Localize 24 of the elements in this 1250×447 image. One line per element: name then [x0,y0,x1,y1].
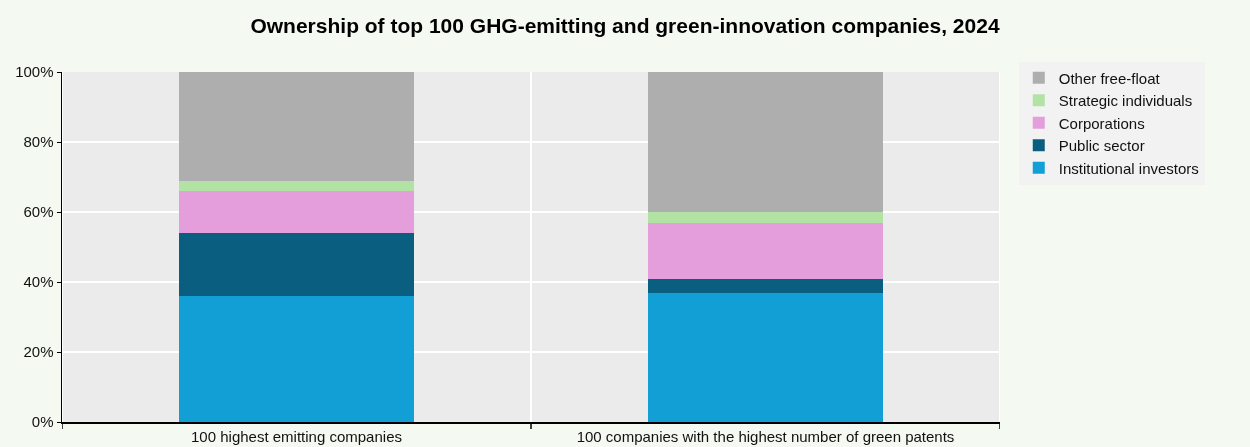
y-tick-label: 60% [23,203,54,221]
bar [179,191,414,233]
bar [179,296,414,422]
bar [648,278,883,293]
bar [648,222,883,279]
y-tick-label: 0% [31,413,54,431]
bar [179,72,414,181]
legend-label: Corporations [1058,114,1145,132]
y-tick-label: 20% [23,343,54,361]
bar [179,180,414,191]
bar [648,292,883,422]
chart-title: Ownership of top 100 GHG-emitting and green-innovation companies, 2024 [250,13,1000,37]
legend-label: Strategic individuals [1058,92,1193,110]
bar [179,233,414,296]
y-tick-label: 80% [23,133,54,151]
y-tick-label: 40% [23,273,54,291]
legend-label: Institutional investors [1058,159,1199,177]
y-tick-label: 100% [15,63,54,81]
bar [648,72,883,212]
x-tick-label: 100 highest emitting companies [191,427,402,445]
bar [648,212,883,223]
legend-label: Other free-float [1058,69,1161,87]
legend-label: Public sector [1058,137,1145,155]
x-tick-label: 100 companies with the highest number of green patents [576,427,955,445]
